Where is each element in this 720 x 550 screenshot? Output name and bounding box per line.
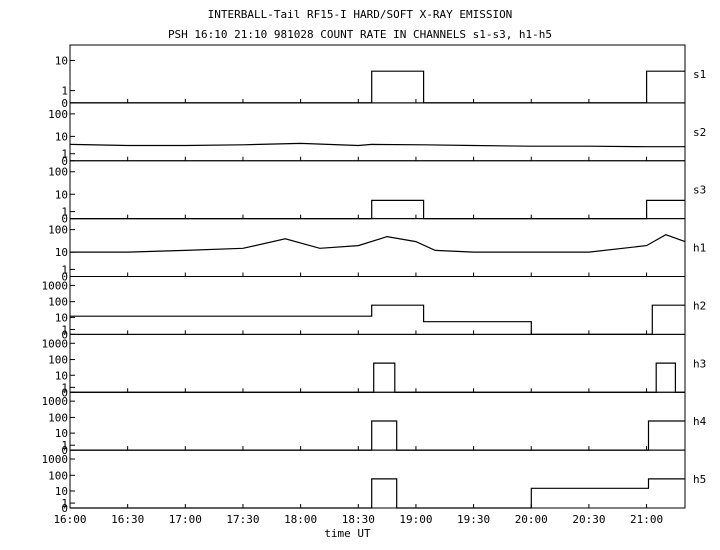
x-tick-label: 21:00 [630, 513, 663, 526]
channel-label-s2: s2 [693, 126, 706, 139]
y-tick-label: 1000 [42, 279, 69, 292]
y-tick-label: 100 [48, 224, 68, 237]
series-line-h3 [70, 362, 685, 393]
channel-label-s1: s1 [693, 68, 706, 81]
x-tick-label: 19:00 [399, 513, 432, 526]
series-line-h4 [70, 420, 685, 451]
y-tick-label: 10 [55, 485, 68, 498]
series-line-s2 [69, 142, 685, 148]
y-tick-label: 10 [55, 427, 68, 440]
y-tick-label: 0 [61, 155, 68, 168]
y-tick-label: 1 [61, 497, 68, 510]
y-tick-label: 1000 [42, 395, 69, 408]
y-tick-label: 100 [48, 296, 68, 309]
channel-label-h4: h4 [693, 415, 707, 428]
panel-frame [69, 218, 686, 277]
x-tick-label: 20:00 [515, 513, 548, 526]
y-tick-label: 100 [48, 411, 68, 424]
channel-label-s3: s3 [693, 184, 706, 197]
y-tick-label: 0 [61, 328, 68, 341]
x-tick-label: 20:30 [572, 513, 605, 526]
series-line-h5 [70, 478, 685, 509]
chart-title: INTERBALL-Tail RF15-I HARD/SOFT X-RAY EM… [207, 8, 513, 21]
channel-label-h2: h2 [693, 299, 706, 312]
y-tick-label: 100 [48, 354, 68, 367]
x-axis-label: time UT [324, 527, 371, 540]
panel-frame [69, 44, 686, 104]
panel-frame [69, 160, 686, 220]
series-line-s1 [70, 70, 685, 104]
y-tick-label: 1 [61, 439, 68, 452]
y-tick-label: 10 [55, 188, 68, 201]
y-tick-label: 1 [61, 206, 68, 219]
channel-label-h3: h3 [693, 357, 706, 370]
x-tick-label: 16:30 [111, 513, 144, 526]
x-tick-label: 17:00 [169, 513, 202, 526]
channel-label-h5: h5 [693, 473, 706, 486]
x-tick-label: 17:30 [226, 513, 259, 526]
y-tick-label: 0 [61, 97, 68, 110]
x-tick-label: 16:00 [53, 513, 86, 526]
y-tick-label: 1 [61, 85, 68, 98]
y-tick-label: 10 [55, 311, 68, 324]
x-tick-label: 18:30 [342, 513, 375, 526]
y-tick-label: 100 [48, 469, 68, 482]
y-tick-label: 0 [61, 444, 68, 457]
y-tick-label: 10 [55, 54, 68, 67]
y-tick-label: 10 [55, 130, 68, 143]
series-line-h1 [70, 234, 686, 253]
y-tick-label: 0 [61, 386, 68, 399]
y-tick-label: 0 [61, 213, 68, 226]
channel-label-h1: h1 [693, 242, 706, 255]
y-tick-label: 100 [48, 166, 68, 179]
y-tick-label: 1 [61, 148, 68, 161]
y-tick-label: 10 [55, 369, 68, 382]
y-tick-label: 0 [61, 502, 68, 515]
chart-subtitle: PSH 16:10 21:10 981028 COUNT RATE IN CHA… [167, 28, 553, 41]
y-tick-label: 1 [61, 381, 68, 394]
x-tick-label: 19:30 [457, 513, 490, 526]
y-tick-label: 1000 [42, 337, 69, 350]
x-tick-label: 18:00 [284, 513, 317, 526]
y-tick-label: 10 [55, 246, 68, 259]
y-tick-label: 100 [48, 108, 68, 121]
y-tick-label: 1 [61, 263, 68, 276]
y-tick-label: 0 [61, 271, 68, 284]
series-line-h2 [70, 304, 685, 335]
y-tick-label: 1000 [42, 453, 69, 466]
panel-frame [69, 102, 686, 162]
y-tick-label: 1 [61, 323, 68, 336]
series-line-s3 [70, 199, 685, 220]
